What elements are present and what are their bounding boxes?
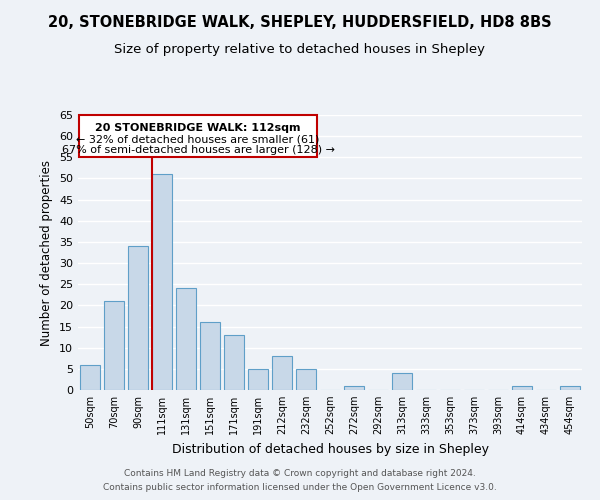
Bar [224,335,244,390]
Text: Contains HM Land Registry data © Crown copyright and database right 2024.: Contains HM Land Registry data © Crown c… [124,468,476,477]
Text: ← 32% of detached houses are smaller (61): ← 32% of detached houses are smaller (61… [76,134,320,144]
FancyBboxPatch shape [79,115,317,158]
Text: 20 STONEBRIDGE WALK: 112sqm: 20 STONEBRIDGE WALK: 112sqm [95,122,301,132]
X-axis label: Distribution of detached houses by size in Shepley: Distribution of detached houses by size … [172,442,488,456]
Text: 67% of semi-detached houses are larger (128) →: 67% of semi-detached houses are larger (… [62,146,335,156]
Text: Contains public sector information licensed under the Open Government Licence v3: Contains public sector information licen… [103,484,497,492]
Bar [200,322,220,390]
Text: Size of property relative to detached houses in Shepley: Size of property relative to detached ho… [115,42,485,56]
Bar [152,174,172,390]
Bar [248,369,268,390]
Bar [104,301,124,390]
Y-axis label: Number of detached properties: Number of detached properties [40,160,53,346]
Bar [296,369,316,390]
Text: 20, STONEBRIDGE WALK, SHEPLEY, HUDDERSFIELD, HD8 8BS: 20, STONEBRIDGE WALK, SHEPLEY, HUDDERSFI… [48,15,552,30]
Bar [512,386,532,390]
Bar [128,246,148,390]
Bar [176,288,196,390]
Bar [392,373,412,390]
Bar [80,364,100,390]
Bar [344,386,364,390]
Bar [272,356,292,390]
Bar [560,386,580,390]
